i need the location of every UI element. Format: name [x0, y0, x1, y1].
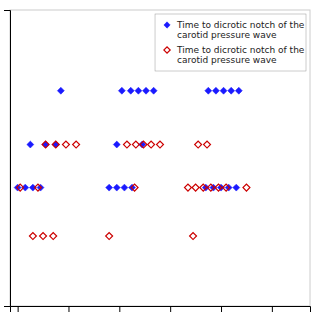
point [200, 184, 207, 191]
point [14, 184, 21, 191]
legend-marker [164, 47, 170, 53]
point [129, 184, 136, 191]
point [121, 184, 128, 191]
point [132, 141, 139, 148]
point [17, 184, 24, 191]
legend-frame [155, 14, 306, 71]
point [42, 141, 49, 148]
x-tick-mark [119, 306, 120, 312]
point [185, 184, 192, 191]
point [195, 141, 202, 148]
point [148, 141, 155, 148]
x-tick [18, 306, 19, 312]
point [106, 184, 113, 191]
point [190, 233, 197, 240]
x-tick-mark [18, 306, 19, 312]
y-axis [4, 11, 11, 307]
plot: Time to dicrotic notch of thecarotid pre… [4, 10, 311, 312]
legend-item: Time to dicrotic notch of thecarotid pre… [164, 45, 305, 65]
point [207, 184, 214, 191]
x-tick-mark [170, 306, 171, 312]
legend-marker [164, 22, 170, 28]
point [157, 141, 164, 148]
points [14, 87, 250, 239]
x-axis-line [11, 307, 311, 313]
x-axis [11, 306, 311, 312]
x-tick-mark [68, 306, 69, 312]
point [131, 184, 138, 191]
point [143, 87, 150, 94]
point [29, 233, 36, 240]
point [123, 141, 130, 148]
point [205, 87, 212, 94]
point [228, 87, 235, 94]
point [127, 87, 134, 94]
x-tick [170, 306, 171, 312]
x-tick [272, 306, 273, 312]
point [150, 87, 157, 94]
point [35, 184, 42, 191]
x-tick [119, 306, 120, 312]
point [106, 233, 113, 240]
point [140, 141, 147, 148]
x-tick-mark [221, 306, 222, 312]
point [204, 141, 211, 148]
point [50, 233, 57, 240]
x-tick-mark [272, 306, 273, 312]
point [62, 141, 69, 148]
point [233, 184, 240, 191]
x-tick [68, 306, 69, 312]
point [223, 184, 230, 191]
point [192, 184, 199, 191]
y-axis-line [4, 11, 11, 307]
point [42, 141, 49, 148]
point [118, 87, 125, 94]
x-tick [221, 306, 222, 312]
legend-label: Time to dicrotic notch of thecarotid pre… [176, 45, 305, 65]
point [40, 233, 47, 240]
point [225, 184, 232, 191]
plot-frame [10, 10, 310, 306]
point [52, 141, 59, 148]
legend-item: Time to dicrotic notch of thecarotid pre… [164, 20, 305, 40]
point [57, 87, 64, 94]
point [220, 87, 227, 94]
point [113, 184, 120, 191]
point [243, 184, 250, 191]
point [73, 141, 80, 148]
point [52, 141, 59, 148]
series [17, 141, 250, 239]
chart: Time to dicrotic notch of thecarotid pre… [0, 0, 320, 320]
point [135, 87, 142, 94]
series [14, 87, 242, 191]
point [37, 184, 44, 191]
point [235, 87, 242, 94]
point [113, 141, 120, 148]
point [27, 141, 34, 148]
legend-label: Time to dicrotic notch of thecarotid pre… [176, 20, 305, 40]
point [212, 87, 219, 94]
legend: Time to dicrotic notch of thecarotid pre… [155, 14, 306, 71]
point [215, 184, 222, 191]
